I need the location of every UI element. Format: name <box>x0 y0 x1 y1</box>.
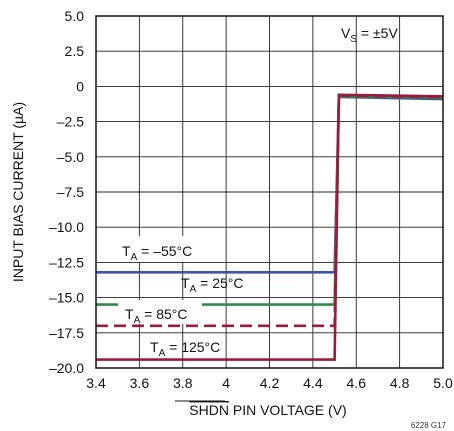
x-tick-label: 4.4 <box>303 375 323 391</box>
y-tick-label: –12.5 <box>49 254 84 270</box>
series-lines <box>96 93 444 361</box>
x-tick-label: 3.6 <box>130 375 150 391</box>
supply-annotation: VS = ±5V <box>341 25 398 45</box>
y-tick-label: 5.0 <box>65 8 85 24</box>
y-tick-label: 0 <box>76 78 84 94</box>
x-tick-label: 4 <box>222 375 230 391</box>
x-tick-label: 4.6 <box>347 375 367 391</box>
label-bg-minus55 <box>118 236 222 262</box>
x-tick-label: 3.8 <box>173 375 193 391</box>
series-label-25: TA = 25°C <box>181 275 243 295</box>
y-tick-label: –17.5 <box>49 325 84 341</box>
y-tick-labels: 5.0 2.5 0 –2.5 –5.0 –7.5 –10.0 –12.5 –15.0 –17.5 –… <box>49 8 84 376</box>
y-axis-label: INPUT BIAS CURRENT (µA) <box>10 102 26 282</box>
series-label-125: TA = 125°C <box>150 339 220 359</box>
y-tick-label: –15.0 <box>49 290 84 306</box>
y-tick-label: –5.0 <box>57 149 84 165</box>
grid-lines <box>95 15 444 369</box>
y-tick-label: –7.5 <box>57 184 84 200</box>
x-tick-label: 4.2 <box>260 375 280 391</box>
x-tick-label: 3.4 <box>86 375 106 391</box>
y-tick-label: –10.0 <box>49 219 84 235</box>
x-axis-label: SHDN PIN VOLTAGE (V) <box>189 402 346 418</box>
figure-id: 6228 G17 <box>411 421 447 430</box>
series-line-3 <box>96 93 444 361</box>
plot-frame <box>95 15 444 369</box>
y-tick-label: 2.5 <box>65 43 85 59</box>
series-label-minus55: TA = –55°C <box>122 243 192 263</box>
x-tick-labels: 3.4 3.6 3.8 4 4.2 4.4 4.6 4.8 5.0 <box>86 375 453 391</box>
x-tick-label: 4.8 <box>390 375 410 391</box>
x-tick-label: 5.0 <box>433 375 453 391</box>
y-tick-label: –2.5 <box>57 114 84 130</box>
y-tick-label: –20.0 <box>49 360 84 376</box>
series-label-85: TA = 85°C <box>125 306 187 326</box>
label-bg-85 <box>118 300 202 324</box>
